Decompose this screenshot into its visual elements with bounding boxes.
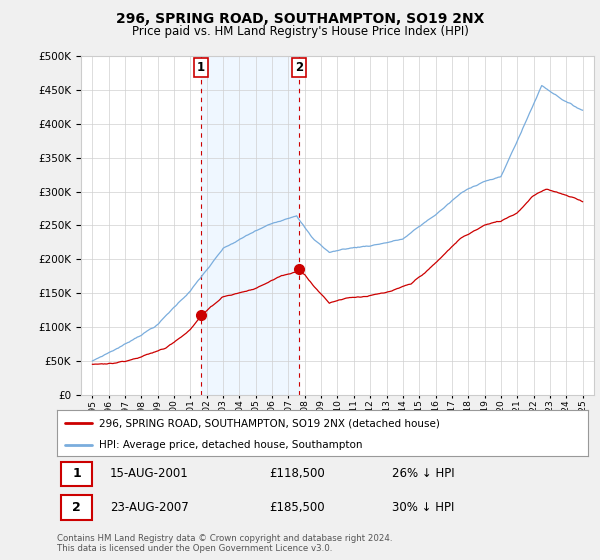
FancyBboxPatch shape	[61, 461, 92, 486]
Text: £185,500: £185,500	[269, 501, 325, 514]
Text: 2: 2	[72, 501, 81, 514]
Text: Price paid vs. HM Land Registry's House Price Index (HPI): Price paid vs. HM Land Registry's House …	[131, 25, 469, 38]
Text: 296, SPRING ROAD, SOUTHAMPTON, SO19 2NX (detached house): 296, SPRING ROAD, SOUTHAMPTON, SO19 2NX …	[100, 418, 440, 428]
Bar	[200, 56, 299, 395]
Text: HPI: Average price, detached house, Southampton: HPI: Average price, detached house, Sout…	[100, 440, 363, 450]
Text: 296, SPRING ROAD, SOUTHAMPTON, SO19 2NX: 296, SPRING ROAD, SOUTHAMPTON, SO19 2NX	[116, 12, 484, 26]
Text: 1: 1	[72, 467, 81, 480]
Text: £118,500: £118,500	[269, 467, 325, 480]
Text: Contains HM Land Registry data © Crown copyright and database right 2024.
This d: Contains HM Land Registry data © Crown c…	[57, 534, 392, 553]
Text: 15-AUG-2001: 15-AUG-2001	[110, 467, 189, 480]
Text: 26% ↓ HPI: 26% ↓ HPI	[392, 467, 454, 480]
Text: 23-AUG-2007: 23-AUG-2007	[110, 501, 189, 514]
Text: 30% ↓ HPI: 30% ↓ HPI	[392, 501, 454, 514]
Text: 2: 2	[295, 61, 303, 74]
FancyBboxPatch shape	[61, 495, 92, 520]
Text: 1: 1	[197, 61, 205, 74]
